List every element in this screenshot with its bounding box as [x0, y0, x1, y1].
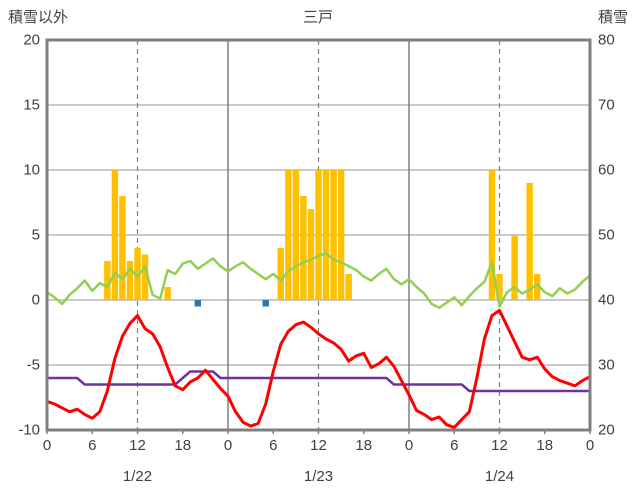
hour-tick-label: 0	[585, 437, 595, 454]
orange-bars-bar	[315, 170, 322, 300]
orange-bars-bar	[526, 183, 533, 300]
left-axis-tick-label: 20	[23, 31, 40, 49]
left-axis-tick-label: 0	[31, 291, 40, 309]
date-label: 1/23	[303, 468, 334, 485]
hour-tick-label: 0	[223, 437, 233, 454]
orange-bars-bar	[330, 170, 337, 300]
hour-tick-label: 12	[129, 437, 146, 454]
right-axis-tick-label: 20	[598, 421, 615, 439]
orange-bars-bar	[141, 254, 149, 300]
orange-bars-bar	[322, 170, 330, 300]
hour-tick-label: 6	[88, 437, 97, 454]
orange-bars-bar	[119, 196, 126, 300]
right-axis-tick-label: 60	[598, 161, 615, 179]
left-axis-tick-label: 15	[23, 96, 40, 114]
blue-marks-bar	[262, 300, 269, 307]
orange-bars-bar	[345, 274, 352, 300]
hour-tick-label: 0	[404, 437, 414, 454]
orange-bars-bar	[534, 274, 541, 300]
date-label: 1/24	[484, 468, 515, 485]
plot-border	[45, 38, 592, 432]
orange-bars-bar	[164, 287, 171, 300]
orange-bars-bar	[307, 209, 315, 300]
orange-bars-bar	[111, 170, 119, 300]
hour-tick-label: 18	[536, 437, 554, 454]
right-axis-tick-label: 50	[598, 226, 615, 244]
orange-bars-bar	[104, 261, 111, 300]
left-axis-tick-label: -10	[18, 421, 40, 439]
hour-tick-label: 12	[491, 437, 508, 454]
orange-bars-bar	[285, 170, 292, 300]
hour-tick-label: 6	[450, 437, 459, 454]
right-axis-title: 積雪	[597, 9, 628, 26]
purple-line	[45, 370, 592, 393]
hour-tick-label: 6	[269, 437, 278, 454]
hour-tick-label: 12	[310, 437, 327, 454]
orange-bars-bar	[300, 196, 307, 300]
orange-bars-bar	[337, 170, 345, 300]
right-axis-tick-label: 70	[598, 96, 615, 114]
orange-bars-bar	[511, 235, 518, 300]
orange-bars-bar	[496, 274, 503, 300]
right-axis-tick-label: 30	[598, 356, 615, 374]
orange-bars-bar	[126, 261, 134, 300]
red-line	[45, 308, 592, 429]
orange-bars-bar	[292, 170, 300, 300]
hour-tick-label: 0	[42, 437, 52, 454]
hour-tick-label: 18	[355, 437, 373, 454]
right-axis-tick-label: 40	[598, 291, 615, 309]
left-axis-tick-label: -5	[26, 356, 40, 374]
right-axis-tick-label: 80	[598, 31, 615, 49]
left-axis-tick-label: 10	[23, 161, 40, 179]
orange-bars-bar	[277, 248, 284, 300]
chart-title: 三戸	[302, 9, 333, 26]
plot-area	[45, 38, 592, 434]
green-line	[45, 251, 592, 310]
orange-bars-bar	[488, 170, 496, 300]
orange-bars-bar	[134, 248, 141, 300]
left-axis-title: 積雪以外	[8, 9, 69, 26]
date-label: 1/22	[122, 468, 153, 485]
left-axis-tick-label: 5	[31, 226, 40, 244]
blue-marks-bar	[194, 300, 202, 307]
hour-tick-label: 18	[174, 437, 192, 454]
